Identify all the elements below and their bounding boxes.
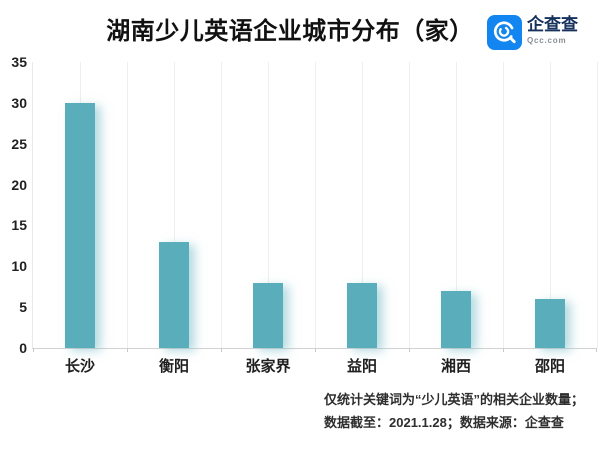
qcc-logo: 企查查 Qcc.com [487,15,578,50]
x-axis-label: 益阳 [346,358,377,375]
x-axis-tick [221,348,222,352]
y-axis-label: 15 [11,217,27,234]
bar-张家界 [253,283,283,348]
x-axis-tick [127,348,128,352]
vertical-gridline [408,62,410,348]
footnote-line-2: 数据截至：2021.1.28；数据来源：企查查 [324,415,564,430]
x-axis-tick [503,348,504,352]
x-axis-label: 张家界 [245,358,291,375]
bar-益阳 [347,283,377,348]
vertical-gridline [220,62,222,348]
vertical-gridline [596,62,598,348]
bar-衡阳 [159,242,189,348]
x-axis-label: 湘西 [440,358,471,375]
qcc-logo-icon [487,15,522,50]
footnote: 仅统计关键词为“少儿英语”的相关企业数量； 数据截至：2021.1.28；数据来… [324,388,584,434]
footnote-line-1: 仅统计关键词为“少儿英语”的相关企业数量； [324,392,585,407]
qcc-logo-domain: Qcc.com [527,36,567,45]
x-axis-tick [596,348,597,352]
x-axis-label: 衡阳 [158,358,189,375]
vertical-gridline [173,62,175,348]
qcc-logo-name: 企查查 [527,15,578,34]
y-axis-label: 10 [11,258,27,275]
vertical-gridline [314,62,316,348]
vertical-gridline [267,62,269,348]
x-axis-tick [33,348,34,352]
plot-area: 长沙 衡阳 张家界 益阳 湘西 邵阳 [32,62,598,375]
vertical-gridline [126,62,128,348]
bar-长沙 [65,103,95,348]
y-axis-label: 5 [19,299,27,316]
x-axis-label: 邵阳 [534,358,565,375]
x-axis-tick [409,348,410,352]
vertical-gridline [455,62,457,348]
y-axis-label: 20 [11,176,27,193]
vertical-gridline [502,62,504,348]
vertical-gridline [361,62,363,348]
vertical-gridline [549,62,551,348]
y-axis-label: 30 [11,94,27,111]
bar-湘西 [441,291,471,348]
y-axis-label: 35 [11,54,27,70]
x-axis-label: 长沙 [64,358,95,375]
bar-邵阳 [535,299,565,348]
page-title: 湖南少儿英语企业城市分布（家） [106,18,474,45]
qcc-logo-text: 企查查 Qcc.com [527,15,578,45]
y-axis-label: 0 [19,340,27,356]
y-axis-label: 25 [11,135,27,152]
x-axis-tick [315,348,316,352]
